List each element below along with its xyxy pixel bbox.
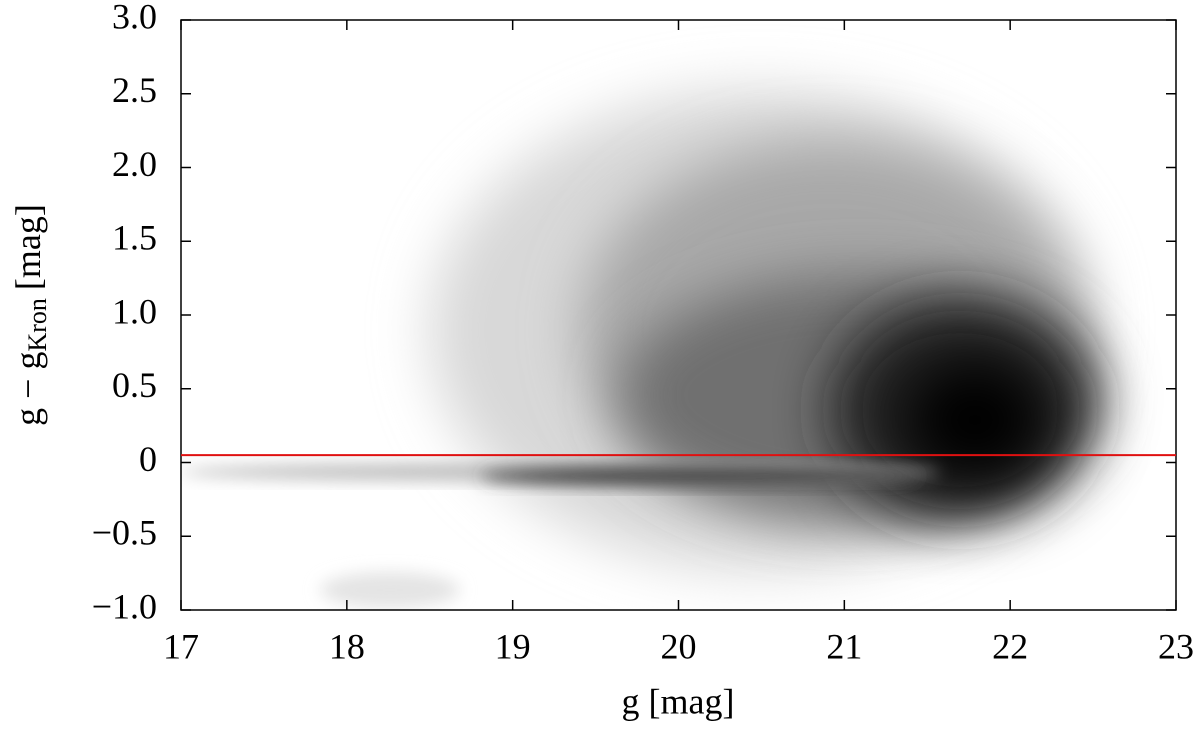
y-tick-label: −0.5 (92, 513, 157, 553)
x-axis-label: g [mag] (622, 681, 735, 721)
x-tick-label: 17 (163, 626, 199, 666)
density-cloud (181, 90, 1100, 608)
x-tick-label: 22 (992, 626, 1028, 666)
x-tick-label: 20 (661, 626, 697, 666)
x-tick-label: 19 (495, 626, 531, 666)
y-tick-label: 3.0 (112, 0, 157, 36)
y-tick-label: 0 (139, 439, 157, 479)
y-tick-label: 2.5 (112, 70, 157, 110)
y-axis-label-subscript: Kron (23, 298, 52, 351)
density-core (905, 360, 1045, 480)
y-axis-label-main: g − g (8, 352, 48, 426)
y-axis-label: g − gKron [mag] (8, 204, 52, 426)
y-tick-label: 1.5 (112, 218, 157, 258)
y-tick-label: −1.0 (92, 586, 157, 626)
y-axis-label-unit: [mag] (8, 204, 48, 290)
x-tick-label: 23 (1158, 626, 1194, 666)
x-tick-label: 21 (826, 626, 862, 666)
y-tick-label: 0.5 (112, 365, 157, 405)
y-tick-label: 1.0 (112, 291, 157, 331)
stellar-locus (480, 466, 920, 486)
x-tick-label: 18 (329, 626, 365, 666)
density-region (320, 572, 460, 608)
y-tick-label: 2.0 (112, 144, 157, 184)
